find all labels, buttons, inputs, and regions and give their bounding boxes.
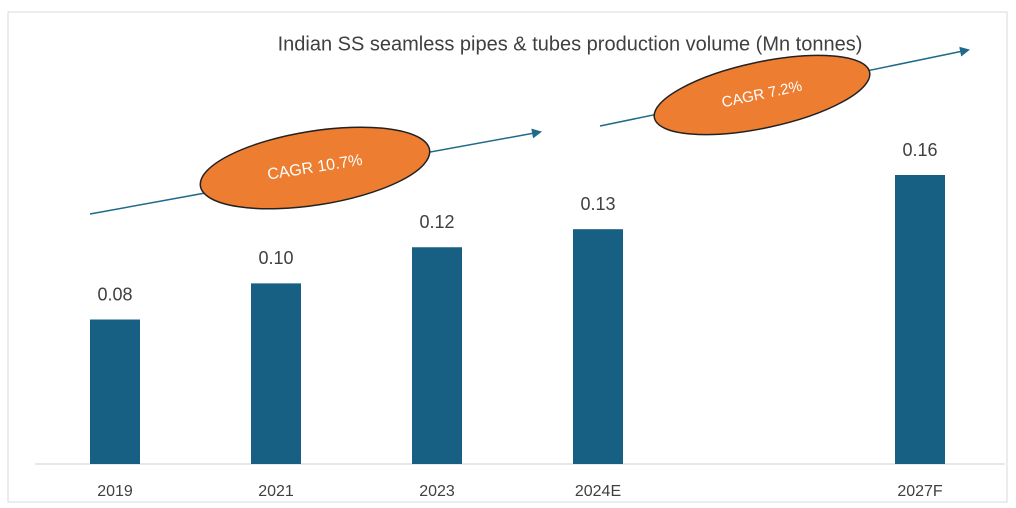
bar [251,283,301,464]
badge-ellipse [653,54,871,136]
bar [895,175,945,464]
bar [90,319,140,464]
badge-ellipse [199,126,431,210]
x-tick-label: 2021 [258,483,294,500]
data-label: 0.12 [419,212,454,232]
x-tick-label: 2024E [575,483,621,500]
data-label: 0.10 [258,248,293,268]
data-label: 0.13 [580,194,615,214]
bar [573,229,623,464]
x-tick-label: 2027F [897,483,943,500]
chart-title: Indian SS seamless pipes & tubes product… [278,33,863,55]
x-tick-label: 2023 [419,483,455,500]
x-tick-label: 2019 [97,483,133,500]
data-label: 0.08 [97,284,132,304]
data-label: 0.16 [902,140,937,160]
cagr-badge: CAGR 10.7% [199,126,431,210]
cagr-badge: CAGR 7.2% [653,54,871,136]
chart-frame [7,11,1008,503]
bar [412,247,462,464]
